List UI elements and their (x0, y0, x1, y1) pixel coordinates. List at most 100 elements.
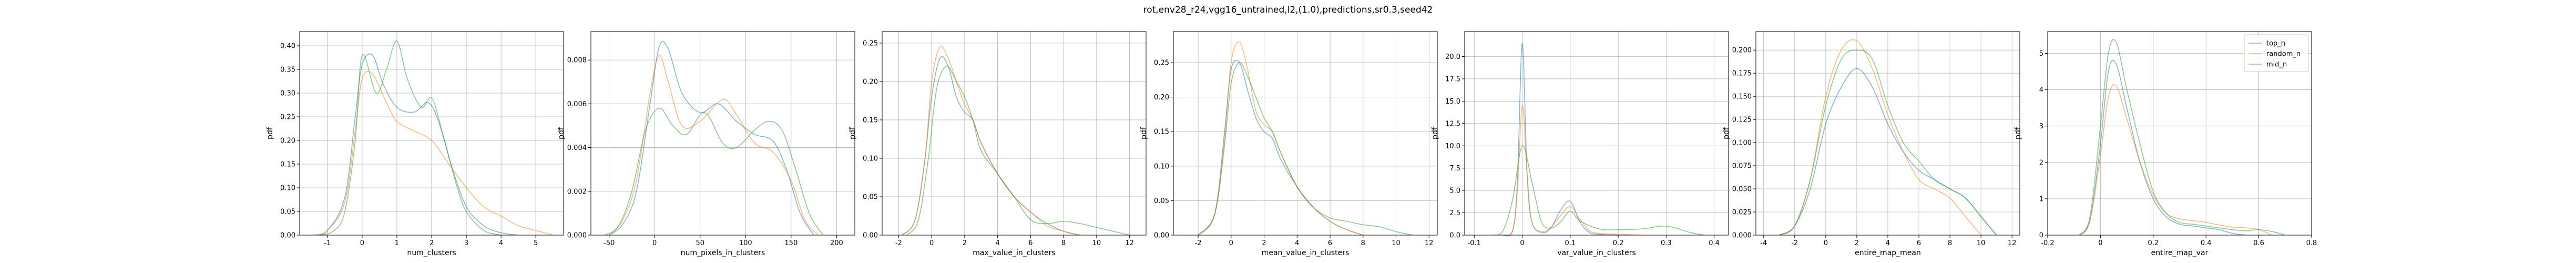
y-axis-label: pdf (266, 127, 274, 139)
legend-label-mid_n: mid_n (2266, 61, 2287, 69)
x-tick-label: 6 (1028, 239, 1033, 247)
y-tick-label: 0.35 (280, 66, 295, 74)
x-tick-label: 0.8 (2306, 239, 2317, 247)
x-tick-label: 0.6 (2253, 239, 2264, 247)
y-tick-label: 3 (2039, 123, 2043, 130)
x-tick-label: 0 (652, 239, 657, 247)
x-tick-label: 10 (1092, 239, 1101, 247)
x-tick-label: 10 (1977, 239, 1986, 247)
y-axis-label: pdf (2014, 127, 2022, 139)
x-axis-label: max_value_in_clusters (973, 249, 1055, 257)
y-tick-label: 0.10 (1154, 163, 1169, 170)
y-tick-label: 0.200 (1732, 47, 1752, 55)
chart-panel-3: -2 0 2 4 6 8 10 12 0.00 0.05 0.10 0.15 0.20 0.25 max_v… (849, 31, 1147, 257)
x-tick-label: 2 (430, 239, 434, 247)
series-line-top_n (902, 56, 1080, 236)
series-line-random_n (313, 71, 554, 236)
x-tick-label: -2 (1791, 239, 1798, 247)
axes-frame (882, 31, 1147, 236)
y-tick-label: 0.15 (863, 116, 878, 124)
x-tick-label: 5 (534, 239, 538, 247)
x-tick-label: 8 (1061, 239, 1066, 247)
x-tick-label: 150 (784, 239, 798, 247)
series-line-top_n (313, 53, 519, 236)
y-tick-label: 7.5 (1449, 165, 1460, 173)
x-tick-label: 0.1 (1565, 239, 1576, 247)
series-line-mid_n (320, 41, 502, 236)
y-tick-label: 0.10 (280, 185, 295, 193)
x-axis-label: num_pixels_in_clusters (681, 249, 765, 257)
x-tick-label: 12 (1125, 239, 1134, 247)
x-axis-label: mean_value_in_clusters (1262, 249, 1350, 257)
series-line-mid_n (906, 65, 1130, 236)
axes-frame (1464, 31, 1729, 236)
x-tick-label: -0.2 (2041, 239, 2054, 247)
chart-panel-6: -4 -2 0 2 4 6 8 10 12 0.000 0.025 0.050 0.075 0.100 0.… (1722, 31, 2020, 257)
x-tick-label: 0.2 (1613, 239, 1624, 247)
y-tick-label: 0.05 (280, 208, 295, 216)
y-tick-label: 0.004 (567, 144, 587, 152)
x-tick-label: 0.4 (2201, 239, 2212, 247)
series-line-mid_n (1493, 145, 1705, 236)
y-tick-label: 10.0 (1445, 143, 1460, 150)
legend-frame (2244, 34, 2309, 72)
x-tick-label: 1 (395, 239, 399, 247)
chart-panel-1: -1 0 1 2 3 4 5 0.00 0.05 0.10 0.15 0.20 0.25 0.30 0.35… (266, 31, 564, 257)
y-axis-label: pdf (1722, 127, 1731, 139)
y-tick-label: 0.006 (567, 100, 587, 108)
x-tick-label: 100 (739, 239, 752, 247)
y-tick-label: 2.5 (1449, 209, 1460, 217)
x-tick-label: 200 (830, 239, 843, 247)
y-tick-label: 0.25 (863, 39, 878, 47)
y-tick-label: 0 (2039, 232, 2043, 240)
x-tick-label: 0 (1824, 239, 1828, 247)
x-tick-label: 6 (1328, 239, 1332, 247)
y-axis-label: pdf (1431, 127, 1439, 139)
series-line-random_n (609, 55, 819, 236)
x-tick-label: 10 (1392, 239, 1401, 247)
x-tick-label: 4 (995, 239, 999, 247)
y-axis-label: pdf (1140, 127, 1148, 139)
y-tick-label: 15.0 (1445, 98, 1460, 106)
x-tick-label: 12 (2008, 239, 2017, 247)
x-tick-label: 0 (1229, 239, 1233, 247)
y-tick-label: 4 (2039, 86, 2043, 94)
x-tick-label: -1 (324, 239, 331, 247)
y-tick-label: 0.000 (1732, 232, 1752, 240)
y-tick-label: 5.0 (1449, 187, 1460, 195)
x-tick-label: -4 (1760, 239, 1767, 247)
y-tick-label: 0.008 (567, 57, 587, 65)
y-tick-label: 0.15 (1154, 128, 1169, 136)
series-line-random_n (2079, 84, 2273, 236)
axes-frame (590, 31, 855, 236)
x-tick-label: 12 (1425, 239, 1434, 247)
y-tick-label: 0.40 (280, 43, 295, 50)
x-axis-label: num_clusters (407, 249, 456, 257)
y-axis-label: pdf (849, 127, 857, 139)
x-tick-label: 8 (1948, 239, 1952, 247)
x-tick-label: 8 (1361, 239, 1365, 247)
y-tick-label: 2 (2039, 159, 2043, 167)
x-tick-label: 0 (1520, 239, 1524, 247)
y-tick-label: 0.05 (863, 193, 878, 201)
x-tick-label: -50 (604, 239, 615, 247)
y-tick-label: 0.175 (1732, 70, 1752, 78)
x-tick-label: -0.1 (1468, 239, 1481, 247)
y-tick-label: 0.002 (567, 188, 587, 196)
y-tick-label: 0.25 (280, 114, 295, 122)
x-tick-label: 4 (1295, 239, 1299, 247)
series-line-top_n (609, 41, 814, 236)
figure-title: rot,env28_r24,vgg16_untrained,l2,(1.0),p… (1143, 5, 1433, 15)
y-tick-label: 0.025 (1732, 209, 1752, 217)
legend-label-top_n: top_n (2266, 40, 2285, 48)
y-tick-label: 0.30 (280, 90, 295, 98)
y-tick-label: 0.00 (863, 232, 878, 240)
y-tick-label: 0.10 (863, 155, 878, 163)
chart-panel-2: -50 0 50 100 150 200 0.000 0.002 0.004 0.006 0.008… (557, 31, 855, 257)
x-tick-label: 0.2 (2148, 239, 2159, 247)
series-line-mid_n (604, 107, 824, 236)
x-tick-label: 4 (499, 239, 503, 247)
series-line-top_n (1198, 59, 1364, 236)
y-tick-label: 0.125 (1732, 116, 1752, 124)
y-tick-label: 0.00 (280, 232, 295, 240)
